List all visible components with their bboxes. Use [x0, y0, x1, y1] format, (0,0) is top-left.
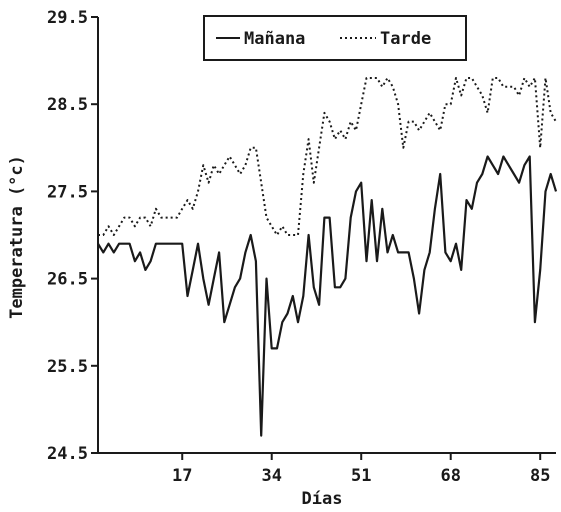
plot-area: [97, 17, 556, 454]
y-tick-label: 24.5: [47, 444, 88, 464]
x-tick-label: 68: [440, 466, 460, 486]
y-tick-label: 25.5: [47, 357, 88, 377]
series-layer: [97, 77, 558, 437]
x-tick-label: 34: [261, 466, 281, 486]
x-axis-title: Días: [302, 489, 343, 509]
legend-label-tarde: Tarde: [380, 29, 431, 49]
legend: Mañana Tarde: [203, 15, 467, 61]
series-line-tarde: [98, 77, 557, 236]
x-tick-label: 85: [530, 466, 550, 486]
y-axis-title: Temperatura (°c): [7, 155, 27, 319]
y-tick-label: 29.5: [47, 8, 88, 28]
y-tick-label: 28.5: [47, 95, 88, 115]
y-tick-label: 27.5: [47, 182, 88, 202]
x-axis-ticks: 17 34 51 68 85: [172, 453, 550, 486]
x-tick-label: 17: [172, 466, 192, 486]
legend-box: [203, 15, 467, 61]
y-axis-ticks: 24.5 25.5 26.5 27.5 28.5 29.5: [47, 8, 98, 464]
legend-label-manana: Mañana: [244, 29, 305, 49]
x-tick-label: 51: [351, 466, 371, 486]
series-line-manana: [97, 155, 558, 437]
y-tick-label: 26.5: [47, 270, 88, 290]
